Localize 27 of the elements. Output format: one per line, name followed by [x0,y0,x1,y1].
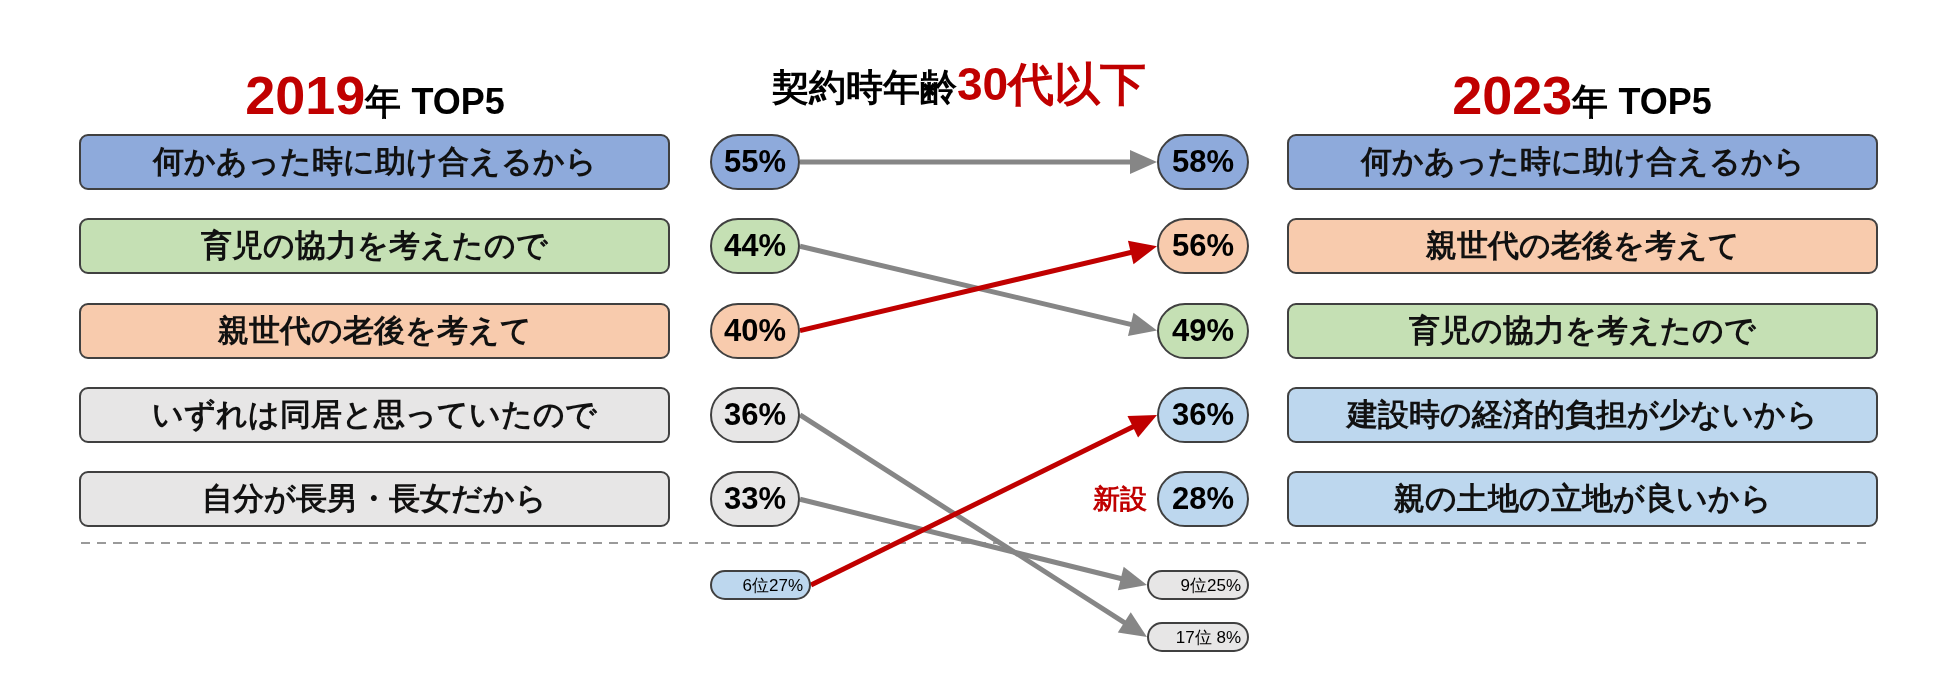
data-label: 55% [710,134,800,190]
data-label: 36% [1157,386,1249,443]
data-label: 9位25% [1147,570,1249,600]
data-label: 17位 8% [1147,622,1249,652]
data-label: 40% [710,302,800,359]
text: 育児の協力を考えたので [201,228,548,264]
text: いずれは同居と思っていたので [79,386,670,443]
text: 建設時の経済的負担が少ないから [1287,386,1878,443]
data-label: 44% [710,218,800,275]
data-label: 33% [710,471,800,528]
category-label: 2019年 TOP5 [245,64,505,127]
text: 自分が長男・長女だから [79,471,670,528]
text: 親の土地の立地が良いから [1287,471,1878,528]
data-label: 56% [1157,218,1249,275]
text: 育児の協力を考えたので [1287,302,1878,359]
data-label: 6位27% [710,570,811,600]
category-label: 2023年 TOP5 [1452,64,1712,127]
data-label: 49% [1157,302,1249,359]
text: 何かあった時に助け合えるから [1287,134,1878,190]
text: 契約時年齢30代以下 [771,57,1147,112]
text: 親世代の老後を考えて [217,312,532,348]
data-label: 36% [710,386,800,443]
data-label: 28% [1157,471,1249,528]
data-label: 58% [1157,134,1249,190]
text: 新設 [1092,483,1147,517]
text: 親世代の老後を考えて [1287,218,1878,275]
text: 何かあった時に助け合えるから [152,144,597,179]
